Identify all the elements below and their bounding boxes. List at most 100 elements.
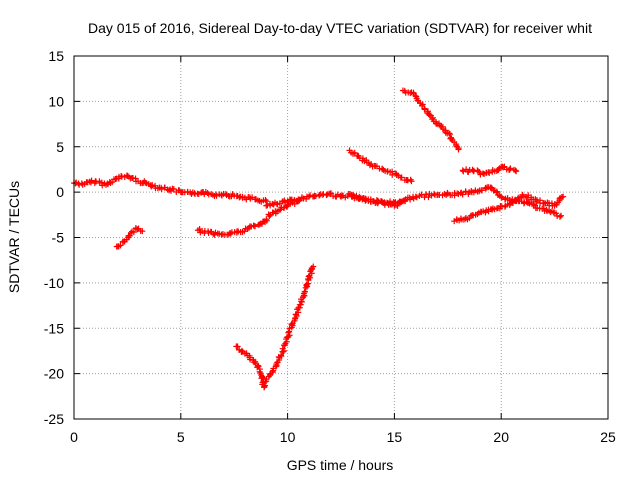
data-point (263, 216, 270, 223)
data-point (446, 130, 453, 137)
data-point (274, 359, 281, 366)
data-point (429, 114, 436, 121)
data-point (239, 348, 246, 355)
data-point (282, 199, 289, 206)
data-point (425, 194, 432, 201)
data-point (373, 163, 380, 170)
y-tick-label: -15 (44, 320, 64, 336)
data-point (482, 185, 489, 192)
data-point (130, 229, 137, 236)
data-point (265, 211, 272, 218)
data-point (408, 178, 415, 185)
y-tick-label: -5 (52, 230, 65, 246)
data-point (285, 329, 292, 336)
data-point (117, 242, 124, 249)
data-point (234, 343, 241, 350)
data-point (288, 321, 295, 328)
data-point (553, 210, 560, 217)
data-point (426, 111, 433, 118)
data-point (491, 206, 498, 213)
x-tick-label: 10 (280, 429, 296, 445)
y-tick-label: 10 (48, 93, 64, 109)
data-point (401, 197, 408, 204)
y-tick-label: -10 (44, 275, 64, 291)
data-point (534, 204, 541, 211)
data-points (71, 87, 567, 391)
data-point (278, 352, 285, 359)
data-point (149, 182, 156, 189)
data-point (431, 190, 438, 197)
y-tick-label: -25 (44, 411, 64, 427)
data-point (395, 172, 402, 179)
data-point (251, 223, 258, 230)
x-tick-label: 5 (177, 429, 185, 445)
data-point (421, 106, 428, 113)
data-point (398, 174, 405, 181)
grid-lines (74, 56, 608, 419)
data-point (309, 266, 316, 273)
data-point (465, 190, 472, 197)
data-point (301, 288, 308, 295)
data-point (229, 191, 236, 198)
data-point (259, 374, 266, 381)
data-point (305, 273, 312, 280)
data-point (498, 194, 505, 201)
data-point (293, 197, 300, 204)
data-point (79, 181, 86, 188)
data-point (78, 180, 85, 187)
data-point (407, 176, 414, 183)
data-point (133, 178, 140, 185)
data-point (449, 137, 456, 144)
y-tick-label: 5 (56, 139, 64, 155)
data-point (424, 108, 431, 115)
data-point (528, 194, 535, 201)
data-point (556, 213, 563, 220)
data-point (148, 183, 155, 190)
data-point (459, 191, 466, 198)
data-point (508, 199, 515, 206)
data-point (455, 145, 462, 152)
data-point (255, 363, 262, 370)
data-point (437, 122, 444, 129)
data-point (137, 227, 144, 234)
data-point (239, 193, 246, 200)
x-tick-label: 0 (70, 429, 78, 445)
x-tick-label: 20 (493, 429, 509, 445)
data-point (128, 229, 135, 236)
data-point (143, 180, 150, 187)
data-point (366, 162, 373, 169)
data-point (512, 167, 519, 174)
data-point (476, 188, 483, 195)
data-point (118, 173, 125, 180)
data-point (279, 345, 286, 352)
data-point (241, 228, 248, 235)
data-point (475, 168, 482, 175)
data-point (204, 190, 211, 197)
data-point (412, 92, 419, 99)
data-point (523, 198, 530, 205)
data-point (410, 195, 417, 202)
data-point (274, 208, 281, 215)
data-point (488, 184, 495, 191)
data-point (126, 232, 133, 239)
data-point (546, 207, 553, 214)
data-point (262, 196, 269, 203)
data-point (363, 159, 370, 166)
data-point (291, 200, 298, 207)
axis-ticks: 0 5 10 15 20 25 15 10 5 0 -5 -10 -15 -20 -25 (44, 48, 616, 445)
data-point (482, 209, 489, 216)
data-point (478, 187, 485, 194)
data-point (407, 196, 414, 203)
data-point (470, 212, 477, 219)
data-point (351, 149, 358, 156)
data-point (88, 177, 95, 184)
data-point (256, 221, 263, 228)
data-point (298, 298, 305, 305)
y-tick-label: 15 (48, 48, 64, 64)
y-tick-label: -20 (44, 366, 64, 382)
data-point (214, 230, 221, 237)
data-point (161, 184, 168, 191)
chart-title: Day 015 of 2016, Sidereal Day-to-day VTE… (88, 20, 592, 36)
x-tick-label: 25 (600, 429, 616, 445)
